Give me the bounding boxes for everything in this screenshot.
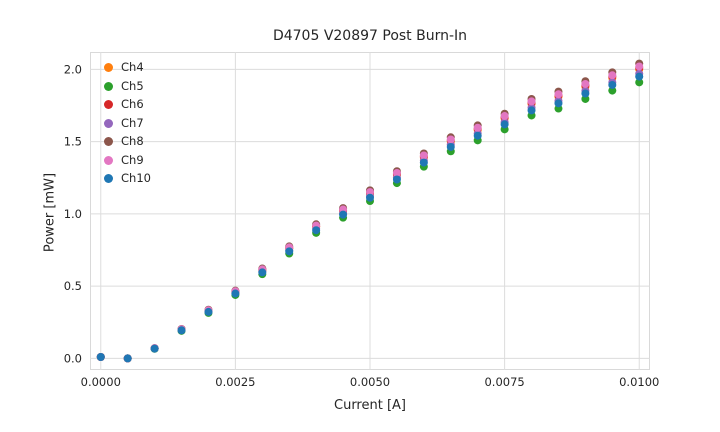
data-point-ch10 <box>96 352 105 361</box>
x-tick-label: 0.0075 <box>484 375 524 389</box>
legend-item-ch8: Ch8 <box>104 134 151 148</box>
data-point-ch10 <box>177 326 186 335</box>
x-tick-label: 0.0050 <box>350 375 390 389</box>
legend-item-ch5: Ch5 <box>104 78 151 93</box>
legend: Ch4 Ch5 Ch6 Ch7 Ch8 Ch9 Ch10 <box>104 60 151 185</box>
legend-item-ch9: Ch9 <box>104 152 151 167</box>
legend-item-ch6: Ch6 <box>104 97 151 111</box>
chart-title: D4705 V20897 Post Burn-In <box>272 28 468 44</box>
legend-label: Ch10 <box>121 171 151 185</box>
data-point-ch9 <box>419 151 428 160</box>
legend-swatch-icon <box>104 174 113 184</box>
data-point-ch9 <box>635 62 644 71</box>
data-point-ch9 <box>366 188 374 197</box>
data-point-ch9 <box>608 71 617 80</box>
legend-label: Ch9 <box>121 152 144 167</box>
legend-swatch-icon <box>104 81 113 91</box>
data-point-ch10 <box>527 106 536 115</box>
legend-swatch-icon <box>104 137 113 147</box>
legend-label: Ch6 <box>121 97 144 111</box>
data-point-ch10 <box>635 72 644 81</box>
data-point-ch10 <box>339 210 348 219</box>
data-point-ch9 <box>446 135 455 144</box>
data-point-ch9 <box>554 90 563 99</box>
y-tick-label: 1.0 <box>64 207 82 221</box>
x-axis-label: Current [A] <box>334 398 406 413</box>
data-point-ch9 <box>581 79 590 88</box>
y-tick-label: 0.5 <box>64 279 82 293</box>
x-tick-label: 0.0000 <box>81 375 121 389</box>
data-point-ch10 <box>392 175 401 184</box>
x-tick-label: 0.0025 <box>215 375 255 389</box>
y-axis-label: Power [mW] <box>42 172 58 253</box>
data-point-ch5 <box>608 86 617 95</box>
data-point-ch10 <box>473 131 482 140</box>
y-tick-label: 2.0 <box>64 62 82 76</box>
data-point-ch10 <box>285 247 294 256</box>
data-point-ch10 <box>312 226 321 235</box>
legend-label: Ch4 <box>121 60 144 74</box>
data-point-ch10 <box>366 193 374 202</box>
legend-label: Ch7 <box>121 115 144 130</box>
data-point-ch9 <box>392 168 401 177</box>
legend-swatch-icon <box>104 100 113 110</box>
data-point-ch5 <box>581 94 590 103</box>
data-point-ch10 <box>608 80 617 89</box>
data-point-ch10 <box>123 354 132 363</box>
data-point-ch10 <box>446 142 455 151</box>
x-tick-label: 0.0100 <box>619 375 659 389</box>
data-point-ch9 <box>500 112 509 121</box>
y-tick-label: 1.5 <box>64 135 82 149</box>
data-point-ch10 <box>554 99 563 108</box>
legend-label: Ch5 <box>121 78 144 93</box>
data-point-ch10 <box>204 307 213 316</box>
legend-item-ch7: Ch7 <box>104 115 151 130</box>
data-point-ch10 <box>581 89 590 98</box>
data-point-ch10 <box>231 289 240 298</box>
data-point-ch9 <box>473 123 482 132</box>
legend-item-ch10: Ch10 <box>104 171 151 185</box>
data-point-ch10 <box>258 268 267 277</box>
data-point-ch10 <box>419 158 428 167</box>
data-point-ch10 <box>500 120 509 129</box>
legend-label: Ch8 <box>121 134 144 148</box>
data-point-ch10 <box>150 344 159 353</box>
legend-swatch-icon <box>104 155 113 165</box>
legend-swatch-icon <box>104 63 113 73</box>
data-point-ch5 <box>635 78 644 87</box>
data-point-ch9 <box>527 97 536 106</box>
y-tick-label: 0.0 <box>64 351 82 365</box>
legend-item-ch4: Ch4 <box>104 60 151 74</box>
legend-swatch-icon <box>104 118 113 128</box>
